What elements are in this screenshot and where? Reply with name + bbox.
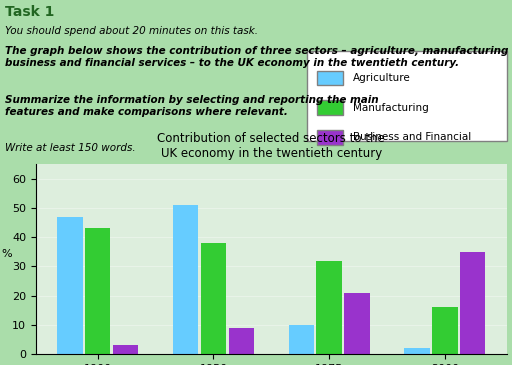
- Text: Agriculture: Agriculture: [353, 73, 411, 83]
- Bar: [289, 325, 314, 354]
- Text: You should spend about 20 minutes on this task.: You should spend about 20 minutes on thi…: [5, 26, 258, 36]
- Bar: [432, 307, 458, 354]
- FancyBboxPatch shape: [317, 100, 343, 115]
- Bar: [460, 252, 485, 354]
- Bar: [113, 345, 138, 354]
- Text: Manufacturing: Manufacturing: [353, 103, 429, 112]
- Text: Business and Financial: Business and Financial: [353, 132, 472, 142]
- FancyBboxPatch shape: [317, 71, 343, 85]
- FancyBboxPatch shape: [317, 130, 343, 145]
- Text: Task 1: Task 1: [5, 5, 54, 19]
- Bar: [316, 261, 342, 354]
- Bar: [85, 228, 111, 354]
- FancyBboxPatch shape: [307, 51, 507, 141]
- Bar: [57, 217, 83, 354]
- Bar: [344, 293, 370, 354]
- Y-axis label: % : %: [2, 249, 16, 259]
- Text: Write at least 150 words.: Write at least 150 words.: [5, 143, 136, 153]
- Text: The graph below shows the contribution of three sectors – agriculture, manufactu: The graph below shows the contribution o…: [5, 46, 512, 68]
- Bar: [201, 243, 226, 354]
- Bar: [228, 328, 254, 354]
- Title: Contribution of selected sectors to the
UK economy in the twentieth century: Contribution of selected sectors to the …: [158, 132, 385, 160]
- Text: Summarize the information by selecting and reporting the main
features and make : Summarize the information by selecting a…: [5, 95, 379, 117]
- Bar: [404, 348, 430, 354]
- Bar: [173, 205, 199, 354]
